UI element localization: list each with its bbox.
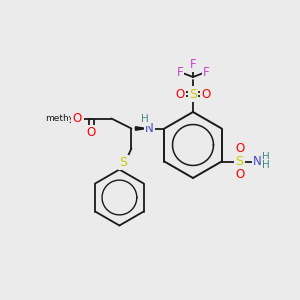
Text: H: H: [262, 152, 269, 163]
Text: S: S: [189, 88, 197, 100]
Text: F: F: [190, 58, 196, 70]
Text: F: F: [203, 65, 209, 79]
Text: S: S: [236, 155, 244, 168]
Text: methyl: methyl: [61, 117, 66, 119]
Text: O: O: [201, 88, 211, 100]
Text: O: O: [87, 126, 96, 139]
Text: O: O: [176, 88, 184, 100]
Text: F: F: [177, 65, 183, 79]
Text: O: O: [68, 112, 77, 125]
Text: H: H: [140, 115, 148, 124]
Text: methyl: methyl: [46, 114, 77, 123]
Text: O: O: [235, 168, 244, 181]
Text: N: N: [253, 155, 262, 168]
Text: O: O: [73, 112, 82, 125]
Text: O: O: [235, 142, 244, 155]
Text: H: H: [262, 160, 269, 170]
Polygon shape: [135, 127, 146, 130]
Text: S: S: [119, 156, 128, 169]
Text: N: N: [145, 122, 154, 135]
